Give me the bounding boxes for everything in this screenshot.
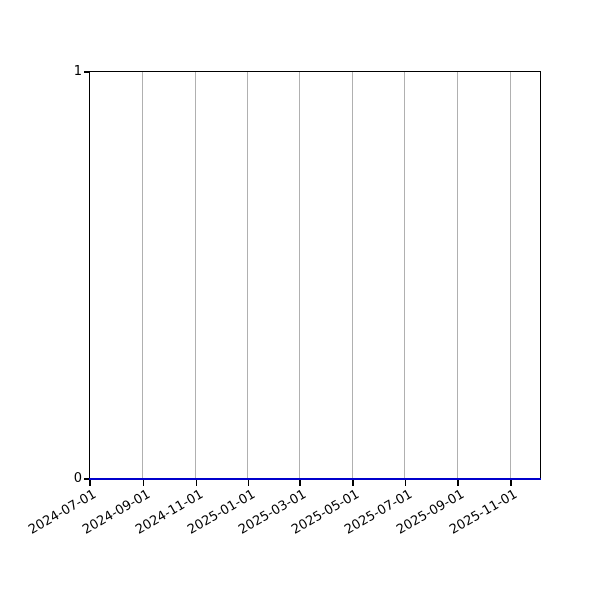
- gridline: [456, 72, 458, 479]
- x-axis-tick: [142, 480, 145, 486]
- x-axis-tick: [457, 480, 459, 486]
- gridline: [404, 72, 406, 479]
- gridline: [298, 72, 300, 479]
- x-axis-tick: [404, 480, 407, 486]
- x-axis-tick: [247, 480, 250, 486]
- gridline: [351, 72, 353, 479]
- y-tick-label: 0: [73, 471, 82, 487]
- x-axis-tick: [510, 480, 512, 486]
- gridline: [142, 72, 144, 479]
- x-axis-tick: [195, 480, 198, 486]
- gridline: [509, 72, 511, 479]
- gridline: [247, 72, 249, 479]
- plot-area: [89, 71, 541, 480]
- x-axis-tick: [89, 480, 91, 486]
- y-axis-tick: [83, 478, 89, 480]
- y-tick-label: 1: [73, 63, 82, 79]
- gridline: [195, 72, 197, 479]
- series-line: [89, 477, 541, 480]
- x-axis-tick: [299, 480, 301, 486]
- x-axis-tick: [352, 480, 354, 486]
- y-axis-tick: [83, 71, 89, 73]
